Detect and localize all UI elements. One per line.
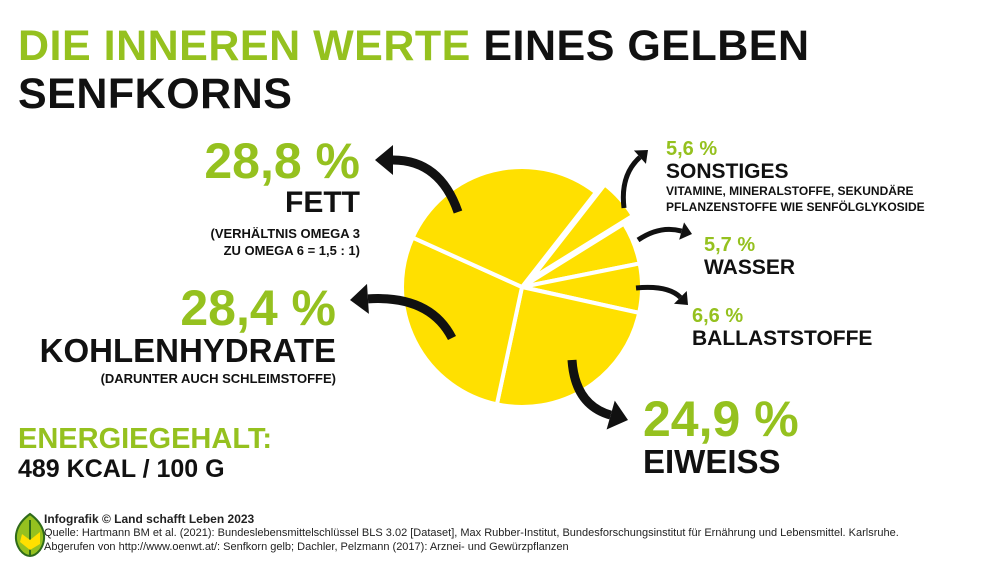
energy-label: ENERGIEGEHALT: [18, 423, 273, 455]
arrow-fett-head-icon [375, 145, 393, 175]
footer: Infografik © Land schafft Leben 2023 Que… [44, 512, 899, 554]
leaf-logo-icon [14, 512, 46, 558]
arrow-eiweiss-icon [567, 359, 613, 420]
label-sonstiges: 5,6 % SONSTIGES VITAMINE, MINERALSTOFFE,… [666, 138, 925, 215]
energy-value: 489 KCAL / 100 G [18, 455, 225, 483]
ballaststoffe-percent: 6,6 % [692, 305, 744, 327]
title-line2: SENFKORNS [18, 70, 293, 118]
arrow-sonstiges-head-icon [633, 150, 648, 164]
wasser-percent: 5,7 % [704, 234, 756, 256]
arrow-eiweiss-head-icon [606, 400, 628, 430]
eiweiss-percent: 24,9 % [643, 391, 799, 447]
label-eiweiss: 24,9 % EIWEISS [643, 393, 799, 479]
arrow-wasser-icon [636, 226, 683, 243]
arrow-kohlenhydrate-icon [367, 294, 457, 341]
label-kohlenhydrate: 28,4 % KOHLENHYDRATE (DARUNTER AUCH SCHL… [40, 282, 336, 387]
sonstiges-percent: 5,6 % [666, 138, 718, 160]
arrow-wasser-head-icon [679, 222, 692, 240]
ballaststoffe-label: BALLASTSTOFFE [692, 327, 873, 350]
footer-source: Quelle: Hartmann BM et al. (2021): Bunde… [44, 527, 899, 539]
fett-note1: (VERHÄLTNIS OMEGA 3 [210, 226, 360, 241]
arrow-fett-icon [392, 155, 463, 214]
kohlenhydrate-note: (DARUNTER AUCH SCHLEIMSTOFFE) [100, 371, 336, 386]
wasser-label: WASSER [704, 256, 796, 279]
label-fett: 28,8 % FETT (VERHÄLTNIS OMEGA 3 ZU OMEGA… [204, 135, 360, 259]
label-wasser: 5,7 % WASSER [704, 234, 795, 279]
sonstiges-note1: VITAMINE, MINERALSTOFFE, SEKUNDÄRE [666, 184, 914, 198]
title-part-black: EINES GELBEN [483, 22, 810, 70]
pie-slice-fett [410, 165, 598, 289]
pie-slice-eiweiß [494, 285, 642, 409]
kohlenhydrate-label: KOHLENHYDRATE [39, 332, 336, 369]
fett-label: FETT [285, 186, 360, 219]
page-title: DIE INNEREN WERTE EINES GELBEN SENFKORNS [18, 22, 810, 118]
kohlenhydrate-percent: 28,4 % [180, 280, 336, 336]
footer-credit: Infografik © Land schafft Leben 2023 [44, 512, 255, 526]
energy-info: ENERGIEGEHALT: 489 KCAL / 100 G [18, 424, 272, 484]
eiweiss-label: EIWEISS [643, 443, 781, 480]
arrow-ballaststoffe-icon [635, 284, 683, 300]
arrow-ballaststoffe-head-icon [673, 290, 688, 305]
sonstiges-note2: PFLANZENSTOFFE WIE SENFÖLGLYKOSIDE [666, 200, 925, 214]
footer-retrieved: Abgerufen von http://www.oenwt.at/: Senf… [44, 541, 569, 553]
title-part-green: DIE INNEREN WERTE [18, 22, 471, 70]
fett-percent: 28,8 % [204, 133, 360, 189]
pie-slice-sonstiges [528, 182, 635, 281]
arrow-kohlenhydrate-head-icon [350, 283, 369, 314]
fett-note2: ZU OMEGA 6 = 1,5 : 1) [223, 243, 360, 258]
arrow-sonstiges-icon [620, 155, 642, 209]
sonstiges-label: SONSTIGES [666, 160, 789, 183]
pie-slice-kohlenhydrate [400, 235, 524, 407]
label-ballaststoffe: 6,6 % BALLASTSTOFFE [692, 305, 872, 350]
